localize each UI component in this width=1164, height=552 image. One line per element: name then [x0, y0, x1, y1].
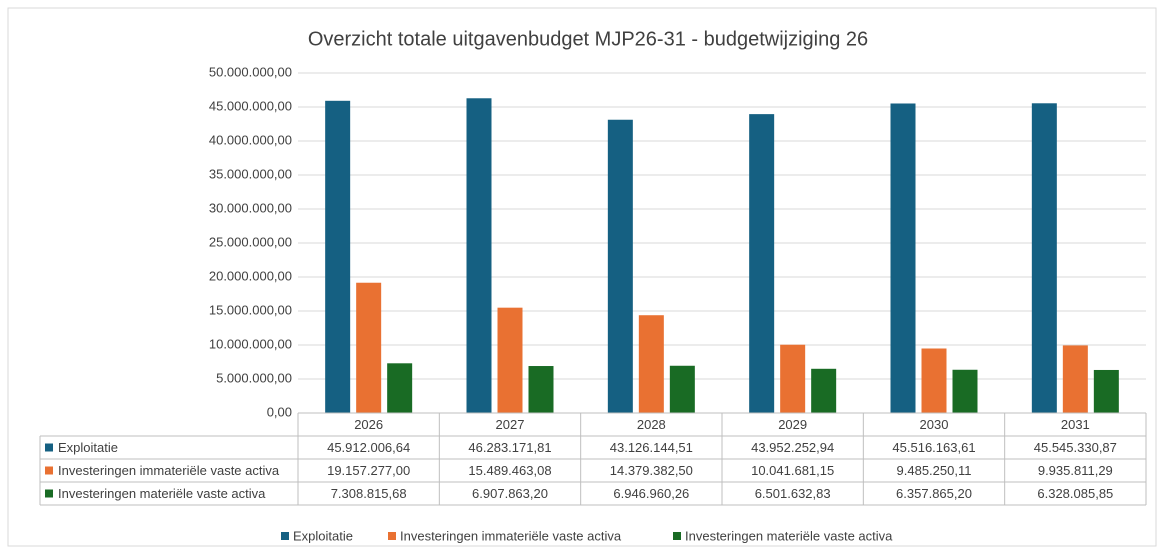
- bar: [387, 363, 413, 413]
- bar: [528, 366, 554, 413]
- table-row-label: Investeringen materiële vaste activa: [58, 486, 266, 501]
- legend-label: Investeringen materiële vaste activa: [685, 528, 893, 543]
- table-cell: 45.516.163,61: [892, 440, 975, 455]
- table-cell: 45.545.330,87: [1034, 440, 1117, 455]
- y-tick-label: 20.000.000,00: [209, 268, 292, 283]
- table-cell: 46.283.171,81: [468, 440, 551, 455]
- table-row-label: Exploitatie: [58, 440, 118, 455]
- bar: [780, 344, 806, 413]
- bar: [497, 307, 523, 413]
- bar: [890, 103, 916, 414]
- bar: [1031, 103, 1057, 413]
- table-cell: 7.308.815,68: [331, 486, 407, 501]
- table-legend-key: [45, 466, 53, 475]
- bar: [952, 369, 978, 413]
- x-tick-label: 2029: [778, 417, 807, 432]
- chart-title: Overzicht totale uitgavenbudget MJP26-31…: [308, 28, 868, 50]
- legend-key: [388, 532, 396, 540]
- table-cell: 6.907.863,20: [472, 486, 548, 501]
- y-tick-label: 35.000.000,00: [209, 166, 292, 181]
- y-tick-label: 10.000.000,00: [209, 336, 292, 351]
- bar: [356, 282, 382, 413]
- table-cell: 9.935.811,29: [1038, 463, 1113, 478]
- legend-label: Investeringen immateriële vaste activa: [400, 528, 622, 543]
- table-legend-key: [45, 443, 53, 452]
- table-cell: 6.357.865,20: [896, 486, 972, 501]
- table-cell: 19.157.277,00: [327, 463, 410, 478]
- y-tick-label: 45.000.000,00: [209, 98, 292, 113]
- y-tick-label: 50.000.000,00: [209, 64, 292, 79]
- y-tick-label: 5.000.000,00: [216, 370, 292, 385]
- table-cell: 43.952.252,94: [751, 440, 834, 455]
- legend-label: Exploitatie: [293, 528, 353, 543]
- table-legend-key: [45, 489, 53, 498]
- bar: [921, 348, 947, 413]
- legend-key: [673, 532, 681, 540]
- bar: [1093, 369, 1119, 413]
- table-cell: 9.485.250,11: [897, 463, 972, 478]
- x-tick-label: 2027: [496, 417, 525, 432]
- table-cell: 43.126.144,51: [610, 440, 693, 455]
- y-tick-label: 15.000.000,00: [209, 302, 292, 317]
- bar: [607, 119, 633, 413]
- bar: [466, 98, 492, 414]
- table-cell: 10.041.681,15: [751, 463, 834, 478]
- x-tick-label: 2030: [920, 417, 949, 432]
- bar: [325, 100, 351, 414]
- x-tick-label: 2028: [637, 417, 666, 432]
- y-tick-label: 25.000.000,00: [209, 234, 292, 249]
- x-tick-label: 2031: [1061, 417, 1090, 432]
- table-cell: 6.328.085,85: [1037, 486, 1113, 501]
- bar: [811, 368, 837, 413]
- table-cell: 6.946.960,26: [613, 486, 689, 501]
- bar: [749, 114, 775, 413]
- bar: [638, 315, 664, 413]
- table-cell: 14.379.382,50: [610, 463, 693, 478]
- table-cell: 6.501.632,83: [755, 486, 831, 501]
- y-tick-label: 30.000.000,00: [209, 200, 292, 215]
- y-tick-label: 40.000.000,00: [209, 132, 292, 147]
- bar: [1062, 345, 1088, 413]
- legend-key: [281, 532, 289, 540]
- bar: [669, 365, 695, 413]
- table-cell: 45.912.006,64: [327, 440, 410, 455]
- y-tick-label: 0,00: [267, 404, 292, 419]
- x-tick-label: 2026: [354, 417, 383, 432]
- table-cell: 15.489.463,08: [468, 463, 551, 478]
- table-row-label: Investeringen immateriële vaste activa: [58, 463, 280, 478]
